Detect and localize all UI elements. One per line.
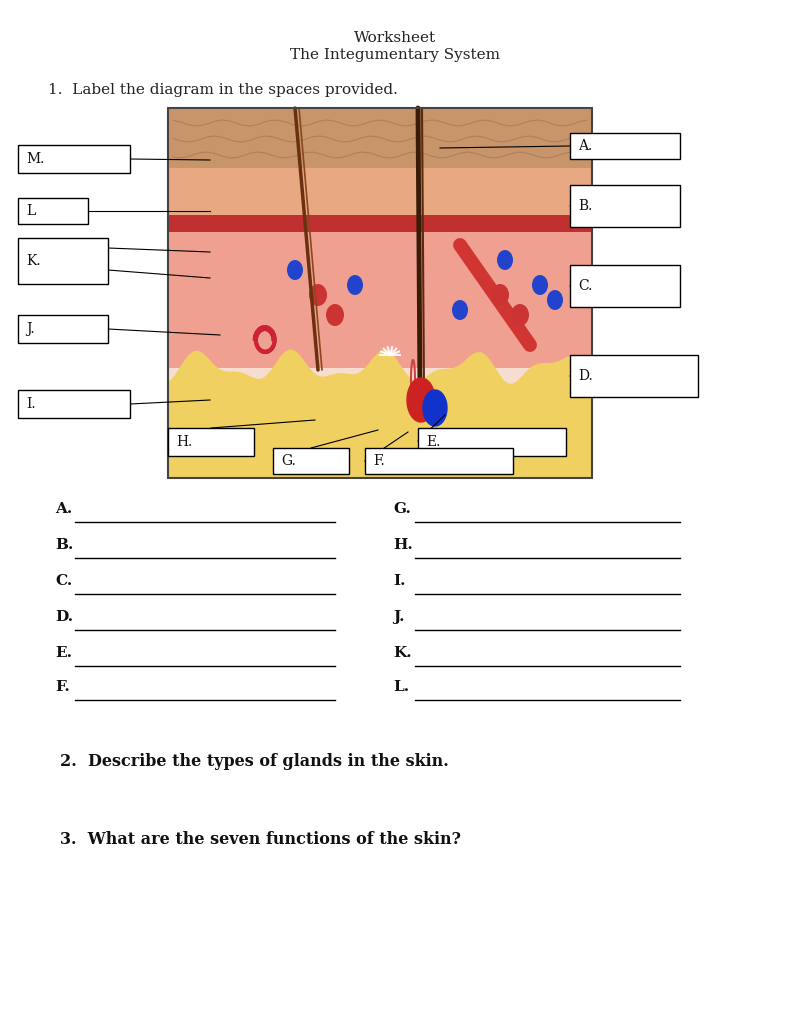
- Bar: [168, 232, 592, 368]
- Bar: [168, 168, 592, 215]
- Bar: [570, 185, 680, 227]
- Bar: [18, 145, 130, 173]
- Text: I.: I.: [393, 574, 406, 588]
- Text: 3.  What are the seven functions of the skin?: 3. What are the seven functions of the s…: [60, 831, 461, 849]
- Text: A.: A.: [55, 502, 72, 516]
- Bar: [168, 428, 254, 456]
- Bar: [168, 215, 592, 232]
- Bar: [570, 265, 680, 307]
- Bar: [18, 238, 108, 284]
- Ellipse shape: [287, 260, 303, 280]
- Bar: [570, 133, 680, 159]
- Bar: [168, 108, 592, 478]
- Ellipse shape: [491, 284, 509, 306]
- Text: L.: L.: [393, 680, 409, 694]
- Text: E.: E.: [55, 646, 72, 660]
- Text: B.: B.: [55, 538, 74, 552]
- Text: C.: C.: [578, 279, 592, 293]
- Text: J.: J.: [26, 322, 35, 336]
- Ellipse shape: [511, 304, 529, 326]
- Ellipse shape: [547, 290, 563, 310]
- Text: D.: D.: [578, 369, 592, 383]
- Ellipse shape: [532, 275, 548, 295]
- Ellipse shape: [309, 284, 327, 306]
- Text: I.: I.: [26, 397, 36, 411]
- Ellipse shape: [326, 304, 344, 326]
- Polygon shape: [168, 350, 592, 478]
- Bar: [418, 428, 566, 456]
- Bar: [168, 108, 592, 168]
- Ellipse shape: [347, 275, 363, 295]
- Text: D.: D.: [55, 610, 73, 624]
- Bar: [168, 108, 592, 478]
- Text: G.: G.: [393, 502, 411, 516]
- Text: A.: A.: [578, 139, 592, 153]
- Text: L: L: [26, 204, 36, 218]
- Ellipse shape: [452, 300, 468, 319]
- Text: C.: C.: [55, 574, 72, 588]
- Polygon shape: [423, 390, 447, 426]
- Text: E.: E.: [426, 435, 441, 449]
- Bar: [18, 198, 88, 224]
- Text: F.: F.: [373, 454, 384, 468]
- Polygon shape: [407, 378, 435, 422]
- Text: 1.  Label the diagram in the spaces provided.: 1. Label the diagram in the spaces provi…: [48, 83, 398, 97]
- Text: F.: F.: [55, 680, 70, 694]
- Text: J.: J.: [393, 610, 404, 624]
- Bar: [365, 449, 513, 474]
- Text: G.: G.: [281, 454, 296, 468]
- Text: H.: H.: [176, 435, 192, 449]
- Bar: [570, 355, 698, 397]
- Text: M.: M.: [26, 152, 44, 166]
- Text: 2.  Describe the types of glands in the skin.: 2. Describe the types of glands in the s…: [60, 754, 448, 770]
- Bar: [273, 449, 349, 474]
- Text: B.: B.: [578, 199, 592, 213]
- Bar: [18, 315, 108, 343]
- Text: H.: H.: [393, 538, 413, 552]
- Ellipse shape: [497, 250, 513, 270]
- Text: Worksheet: Worksheet: [354, 31, 436, 45]
- Text: The Integumentary System: The Integumentary System: [290, 48, 500, 62]
- Bar: [18, 390, 130, 418]
- Text: K.: K.: [26, 254, 40, 268]
- Text: K.: K.: [393, 646, 411, 660]
